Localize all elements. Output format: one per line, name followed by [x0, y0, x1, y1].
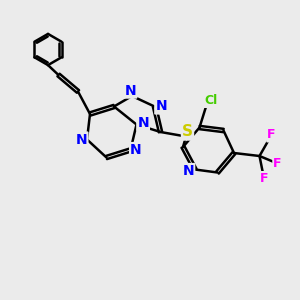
Text: S: S: [182, 124, 193, 140]
Text: F: F: [273, 157, 282, 170]
Text: Cl: Cl: [204, 94, 217, 107]
Text: N: N: [183, 164, 194, 178]
Text: N: N: [155, 100, 167, 113]
Text: F: F: [260, 172, 268, 185]
Text: N: N: [137, 116, 149, 130]
Text: N: N: [76, 133, 87, 146]
Text: F: F: [267, 128, 276, 142]
Text: N: N: [125, 84, 136, 98]
Text: N: N: [130, 143, 142, 157]
